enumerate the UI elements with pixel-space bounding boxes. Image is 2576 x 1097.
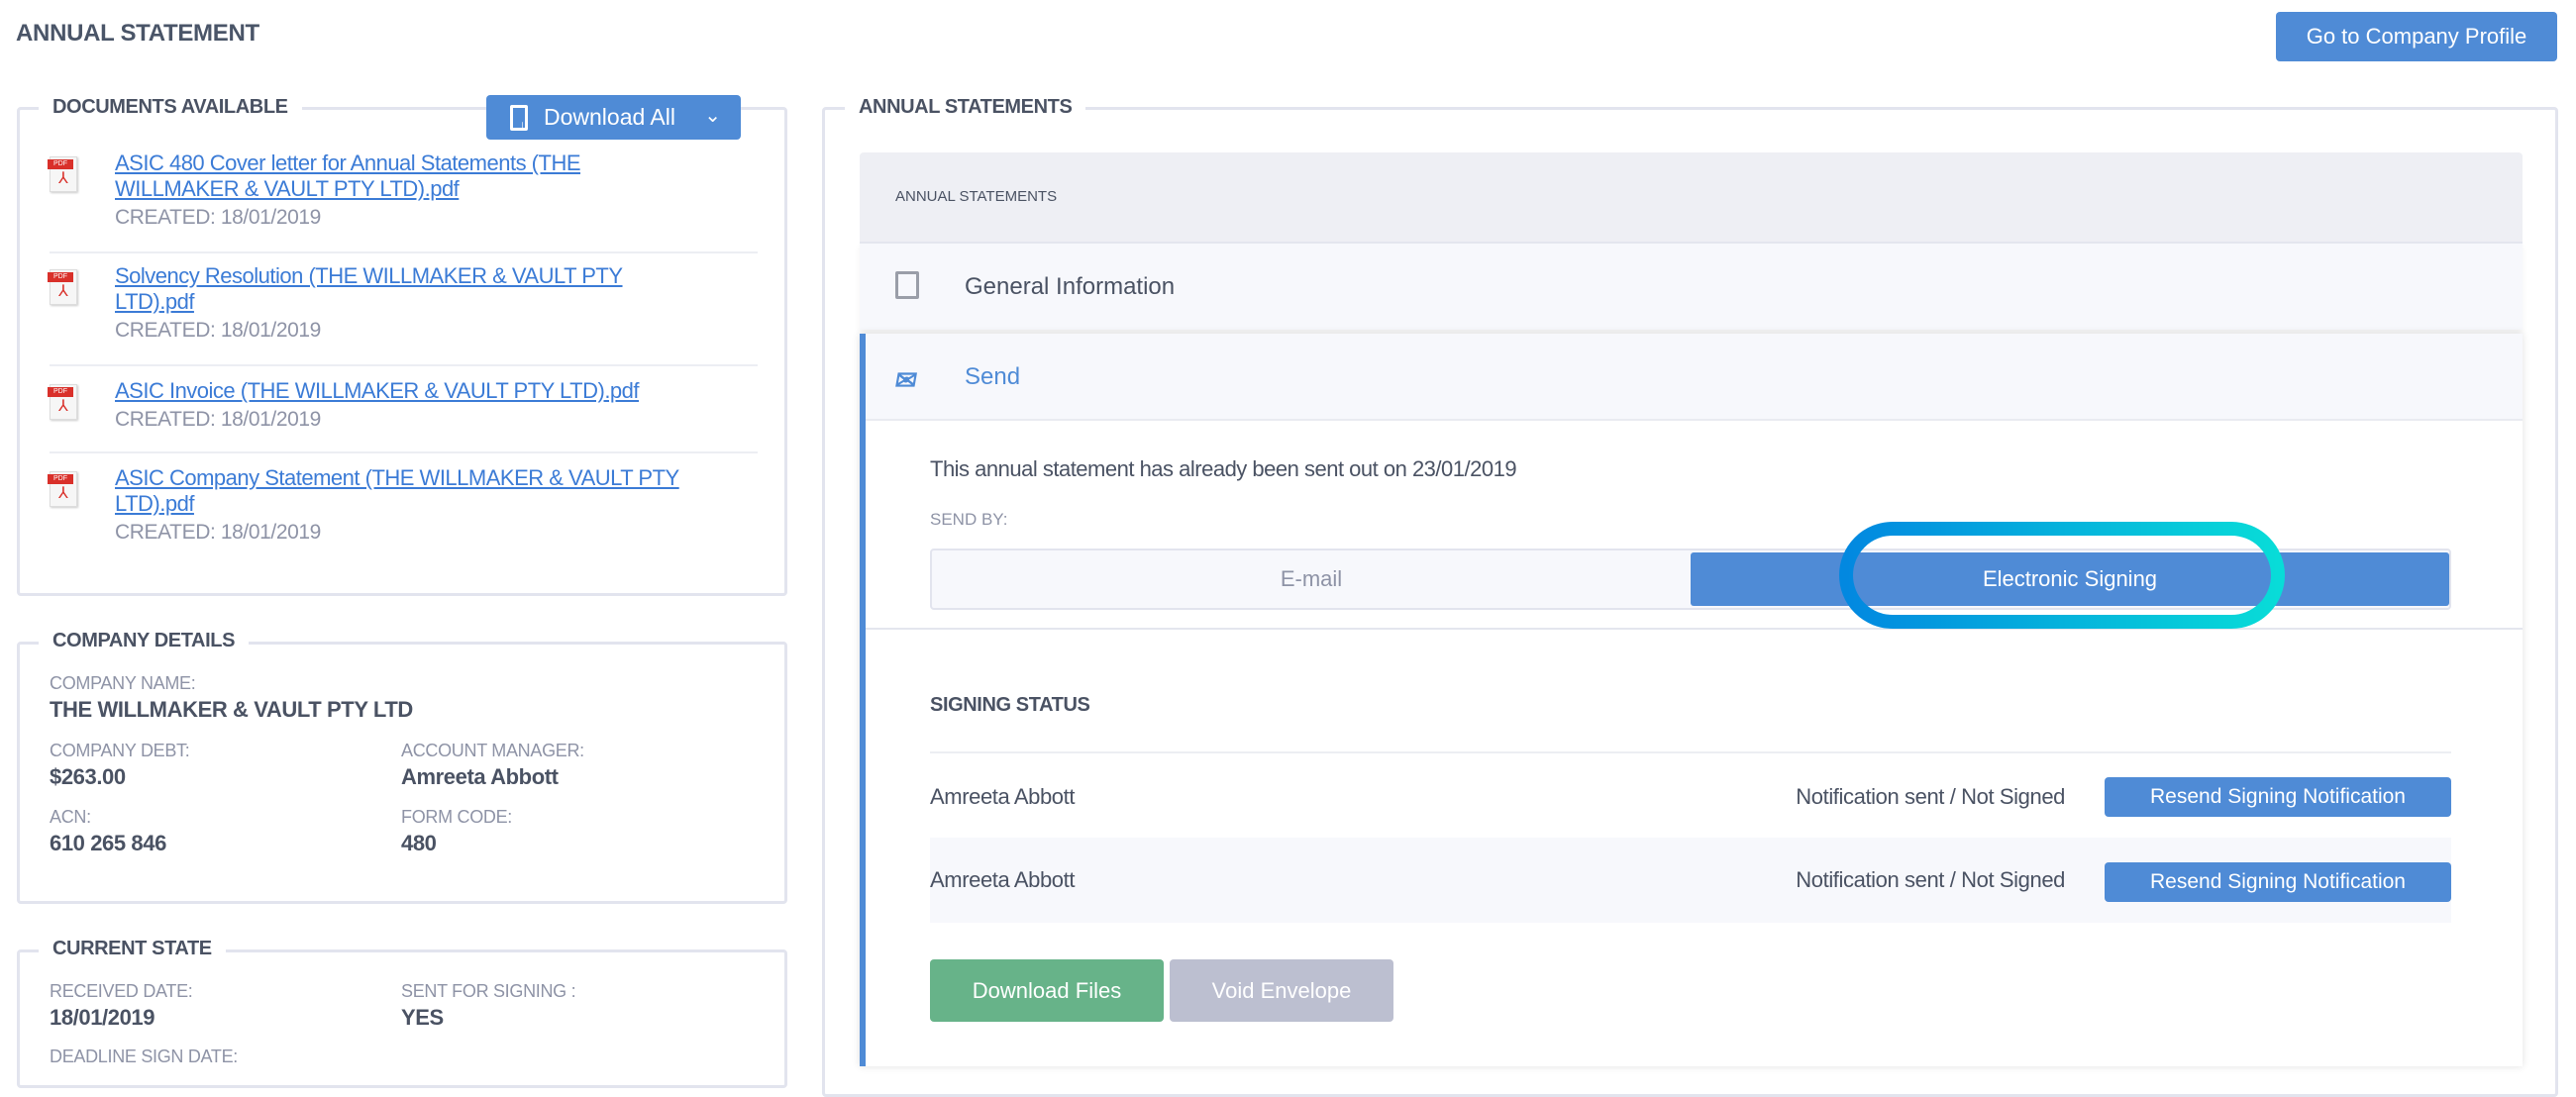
download-all-label: Download All (544, 104, 675, 130)
company-details-panel (17, 642, 787, 904)
document-link[interactable]: Solvency Resolution (THE WILLMAKER & VAU… (115, 263, 623, 314)
option-electronic-signing[interactable]: Electronic Signing (1691, 552, 2449, 606)
divider (50, 251, 758, 253)
divider (50, 451, 758, 453)
current-state-legend: CURRENT STATE (39, 938, 226, 960)
deadline-sign-date-label: DEADLINE SIGN DATE: (50, 1047, 239, 1066)
send-by-toggle: E-mail Electronic Signing (930, 548, 2451, 610)
company-details-legend: COMPANY DETAILS (39, 630, 250, 652)
signer-status: Notification sent / Not Signed (1796, 784, 2065, 809)
divider (50, 364, 758, 366)
company-name: THE WILLMAKER & VAULT PTY LTD (50, 697, 413, 722)
pdf-icon: PDF ⅄ (48, 471, 77, 507)
signing-status-label: SIGNING STATUS (930, 694, 1090, 716)
send-label: Send (965, 363, 1021, 390)
accordion-header-title: ANNUAL STATEMENTS (895, 188, 1058, 205)
chevron-down-icon[interactable]: ⌄ (704, 105, 721, 127)
form-code: 480 (401, 831, 437, 855)
annual-statements-legend: ANNUAL STATEMENTS (845, 96, 1086, 119)
account-manager: Amreeta Abbott (401, 764, 559, 789)
void-envelope-button[interactable]: Void Envelope (1170, 959, 1393, 1022)
send-header[interactable]: ✉ Send (866, 334, 2523, 421)
divider (866, 628, 2523, 630)
go-to-company-profile-button[interactable]: Go to Company Profile (2276, 12, 2557, 61)
company-name-label: COMPANY NAME: (50, 673, 196, 693)
document-link[interactable]: ASIC Company Statement (THE WILLMAKER & … (115, 465, 679, 516)
signer-name: Amreeta Abbott (930, 784, 1076, 809)
signer-name: Amreeta Abbott (930, 867, 1076, 892)
documents-panel (17, 107, 787, 596)
document-created: CREATED: 18/01/2019 (115, 408, 321, 431)
divider (930, 751, 2451, 753)
signer-row: Amreeta Abbott Notification sent / Not S… (930, 757, 2451, 838)
document-created: CREATED: 18/01/2019 (115, 319, 321, 342)
document-link[interactable]: ASIC Invoice (THE WILLMAKER & VAULT PTY … (115, 378, 640, 403)
company-debt-label: COMPANY DEBT: (50, 741, 190, 760)
resend-signing-notification-button[interactable]: Resend Signing Notification (2105, 777, 2451, 817)
document-link[interactable]: ASIC 480 Cover letter for Annual Stateme… (115, 150, 581, 201)
pdf-icon: PDF ⅄ (48, 384, 77, 420)
accordion-header: ANNUAL STATEMENTS (860, 152, 2523, 242)
sent-for-signing: YES (401, 1005, 444, 1030)
acn: 610 265 846 (50, 831, 166, 855)
signer-status: Notification sent / Not Signed (1796, 867, 2065, 892)
general-information-label: General Information (965, 273, 1176, 300)
account-manager-label: ACCOUNT MANAGER: (401, 741, 584, 760)
download-all-button[interactable]: ↓ Download All ⌄ (486, 95, 741, 140)
send-by-label: SEND BY: (930, 510, 1008, 529)
received-date: 18/01/2019 (50, 1005, 155, 1030)
briefcase-info-icon (895, 271, 919, 299)
option-email[interactable]: E-mail (1280, 566, 1343, 591)
pdf-icon: PDF ⅄ (48, 156, 77, 192)
file-download-icon: ↓ (510, 104, 528, 132)
form-code-label: FORM CODE: (401, 807, 512, 827)
signer-row: Amreeta Abbott Notification sent / Not S… (930, 838, 2451, 923)
received-date-label: RECEIVED DATE: (50, 981, 193, 1001)
acn-label: ACN: (50, 807, 91, 827)
page-title: ANNUAL STATEMENT (16, 20, 259, 47)
documents-legend: DOCUMENTS AVAILABLE (39, 96, 302, 119)
send-mail-icon: ✉ (892, 365, 920, 395)
sent-for-signing-label: SENT FOR SIGNING : (401, 981, 576, 1001)
company-debt: $263.00 (50, 764, 126, 789)
document-created: CREATED: 18/01/2019 (115, 206, 321, 229)
sent-message: This annual statement has already been s… (930, 456, 1517, 481)
document-created: CREATED: 18/01/2019 (115, 521, 321, 544)
download-files-button[interactable]: Download Files (930, 959, 1164, 1022)
pdf-icon: PDF ⅄ (48, 269, 77, 305)
general-information-section[interactable]: General Information (860, 242, 2523, 330)
resend-signing-notification-button[interactable]: Resend Signing Notification (2105, 862, 2451, 902)
send-section: ✉ Send This annual statement has already… (860, 334, 2523, 1066)
